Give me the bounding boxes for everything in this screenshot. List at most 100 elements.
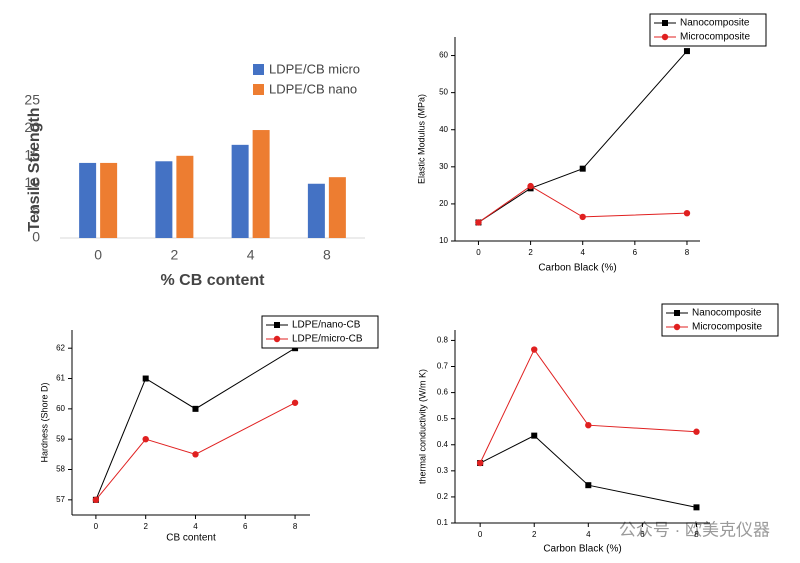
y-tick-label: 10 bbox=[24, 174, 40, 190]
y-tick-label: 0.8 bbox=[437, 336, 449, 345]
point bbox=[142, 435, 149, 443]
x-tick-label: 0 bbox=[94, 522, 99, 531]
point bbox=[92, 496, 100, 504]
y-tick-label: 25 bbox=[24, 92, 40, 108]
legend-marker bbox=[273, 335, 281, 343]
x-tick-label: 2 bbox=[532, 530, 537, 539]
legend-label: Microcomposite bbox=[692, 322, 762, 333]
x-tick-label: 8 bbox=[293, 522, 298, 531]
x-tick-label: 6 bbox=[243, 522, 248, 531]
x-tick-label: 2 bbox=[170, 247, 178, 263]
point bbox=[683, 48, 690, 55]
x-tick-label: 4 bbox=[580, 248, 585, 257]
point bbox=[683, 209, 691, 217]
y-tick-label: 0.1 bbox=[437, 518, 449, 527]
legend-label: LDPE/CB nano bbox=[269, 81, 357, 96]
x-axis-label: % CB content bbox=[161, 272, 266, 289]
y-tick-label: 5 bbox=[32, 201, 40, 217]
y-axis-label: thermal conductivity (W/m K) bbox=[417, 369, 427, 484]
point bbox=[531, 346, 538, 353]
point bbox=[142, 375, 149, 382]
bar bbox=[176, 155, 194, 238]
bar bbox=[328, 177, 346, 238]
series-line bbox=[478, 185, 687, 223]
y-tick-label: 40 bbox=[439, 125, 448, 134]
y-tick-label: 62 bbox=[56, 343, 65, 352]
legend-swatch bbox=[253, 84, 264, 95]
legend-label: LDPE/micro-CB bbox=[292, 334, 363, 345]
legend-label: Nanocomposite bbox=[680, 18, 750, 29]
y-tick-label: 0.4 bbox=[437, 440, 449, 449]
legend-swatch bbox=[253, 64, 264, 75]
bar bbox=[155, 161, 173, 238]
y-tick-label: 61 bbox=[56, 374, 65, 383]
y-tick-label: 0.5 bbox=[437, 414, 449, 423]
y-tick-label: 0.7 bbox=[437, 362, 449, 371]
y-tick-label: 60 bbox=[56, 404, 65, 413]
bar bbox=[100, 162, 118, 238]
point bbox=[291, 399, 299, 406]
legend-label: Nanocomposite bbox=[692, 308, 762, 319]
x-tick-label: 6 bbox=[640, 530, 645, 539]
point bbox=[585, 482, 592, 489]
y-tick-label: 0.3 bbox=[437, 466, 449, 475]
y-tick-label: 15 bbox=[24, 147, 40, 163]
x-axis-label: Carbon Black (%) bbox=[538, 263, 616, 274]
y-tick-label: 58 bbox=[56, 465, 65, 474]
x-tick-label: 2 bbox=[143, 522, 148, 531]
x-axis-label: CB content bbox=[166, 533, 216, 544]
y-axis-label: Tensile Strength bbox=[26, 107, 43, 231]
bar bbox=[231, 144, 249, 238]
bar bbox=[79, 162, 97, 238]
legend-label: Microcomposite bbox=[680, 32, 750, 43]
series-line bbox=[95, 347, 296, 501]
watermark: 公众号 · 欧美克仪器 bbox=[619, 520, 770, 539]
point bbox=[693, 504, 700, 511]
point bbox=[579, 165, 586, 172]
point bbox=[476, 459, 484, 467]
series-line bbox=[479, 435, 697, 508]
point bbox=[192, 405, 199, 412]
series-line bbox=[479, 348, 697, 464]
x-tick-label: 8 bbox=[694, 530, 699, 539]
x-tick-label: 8 bbox=[323, 247, 331, 263]
legend-label: LDPE/nano-CB bbox=[292, 320, 361, 331]
point bbox=[693, 428, 700, 435]
x-axis-label: Carbon Black (%) bbox=[543, 544, 621, 555]
point bbox=[531, 432, 538, 439]
x-tick-label: 4 bbox=[586, 530, 591, 539]
x-tick-label: 0 bbox=[478, 530, 483, 539]
y-axis-label: Elastic Modulus (MPa) bbox=[416, 94, 426, 184]
y-tick-label: 0 bbox=[32, 229, 40, 245]
y-tick-label: 0.2 bbox=[437, 492, 449, 501]
x-tick-label: 8 bbox=[685, 248, 690, 257]
x-tick-label: 6 bbox=[633, 248, 638, 257]
x-tick-label: 4 bbox=[193, 522, 198, 531]
legend-marker bbox=[662, 20, 668, 26]
legend-box bbox=[649, 13, 767, 47]
y-tick-label: 50 bbox=[439, 88, 448, 97]
y-tick-label: 30 bbox=[439, 162, 448, 171]
chart-panel: 0.1 0.2 0.3 0.4 0.5 0.6 0.7 0.8 Carbon Black (%)… bbox=[417, 303, 779, 555]
legend-marker bbox=[274, 322, 280, 328]
legend-box bbox=[261, 315, 379, 349]
point bbox=[192, 451, 199, 458]
y-axis-label: Hardness (Shore D) bbox=[39, 382, 49, 462]
x-tick-label: 0 bbox=[94, 247, 102, 263]
bar bbox=[252, 130, 270, 238]
point bbox=[585, 421, 592, 429]
y-tick-label: 57 bbox=[56, 495, 65, 504]
x-tick-label: 2 bbox=[528, 248, 533, 257]
y-tick-label: 20 bbox=[24, 119, 40, 135]
x-tick-label: 0 bbox=[476, 248, 481, 257]
legend-label: LDPE/CB micro bbox=[269, 61, 360, 76]
y-tick-label: 0.6 bbox=[437, 388, 449, 397]
series-line bbox=[478, 50, 688, 223]
legend-marker bbox=[674, 310, 680, 316]
x-tick-label: 4 bbox=[247, 247, 255, 263]
